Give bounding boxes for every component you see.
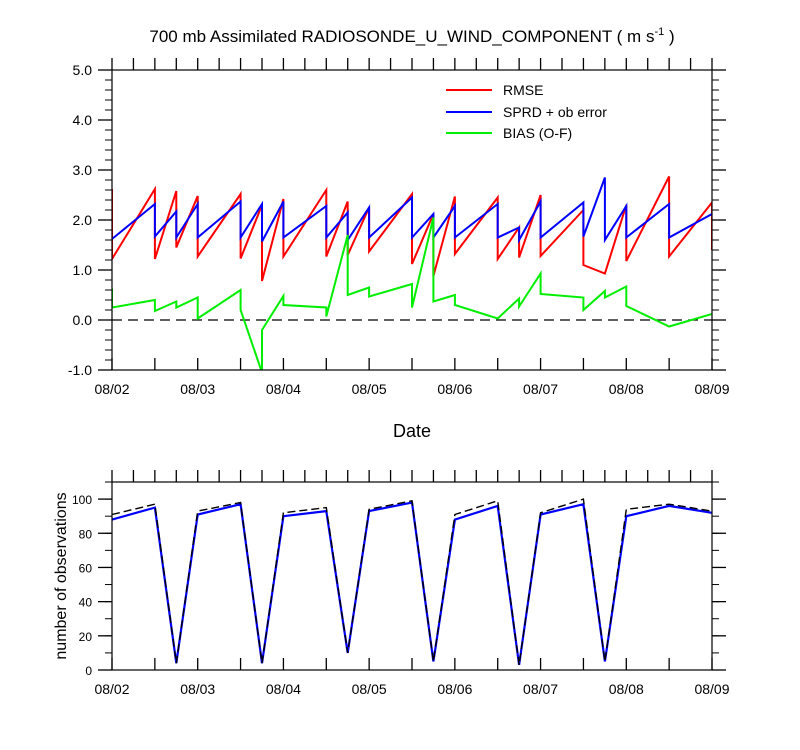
x-tick-label: 08/07 [523, 681, 558, 697]
chart-title-text: 700 mb Assimilated RADIOSONDE_U_WIND_COM… [149, 27, 654, 46]
legend-label-bias: BIAS (O-F) [503, 125, 572, 141]
top-y-tick-labels: -1.0 0.0 1.0 2.0 3.0 4.0 5.0 [68, 62, 92, 378]
series-line-sprd-ob-error [112, 177, 712, 244]
y-tick-label: 0.0 [73, 312, 93, 328]
y-tick-label: 2.0 [73, 212, 93, 228]
x-tick-label: 08/08 [609, 381, 644, 397]
y-tick-label: 80 [79, 527, 93, 541]
bottom-y-tick-labels: 0 20 40 60 80 100 [72, 493, 92, 678]
x-tick-label: 08/03 [180, 381, 215, 397]
top-plot-frame [111, 69, 713, 371]
bottom-series-group [111, 498, 713, 666]
y-tick-label: -1.0 [68, 362, 92, 378]
x-tick-label: 08/06 [437, 381, 472, 397]
x-tick-label: 08/06 [437, 681, 472, 697]
series-line-bias-o-f [112, 217, 712, 370]
x-tick-label: 08/02 [94, 681, 129, 697]
x-tick-label: 08/09 [694, 681, 729, 697]
x-tick-label: 08/04 [266, 381, 301, 397]
x-tick-label: 08/05 [352, 381, 387, 397]
top-series-group [112, 176, 712, 370]
y-tick-label: 3.0 [73, 162, 93, 178]
chart-title: 700 mb Assimilated RADIOSONDE_U_WIND_COM… [149, 26, 674, 46]
bottom-x-tick-labels: 08/02 08/03 08/04 08/05 08/06 08/07 08/08 08/09 [94, 681, 729, 697]
x-tick-label: 08/08 [609, 681, 644, 697]
y-tick-label: 100 [72, 493, 92, 507]
bottom-panel-ticks [98, 470, 726, 671]
legend: RMSE SPRD + ob error BIAS (O-F) [446, 82, 607, 141]
y-tick-label: 20 [79, 630, 93, 644]
rmse-spread-bias-panel: -1.00.01.02.03.04.05.0 08/02 08/03 08/04 08… [68, 58, 730, 441]
y-tick-label: 40 [79, 596, 93, 610]
bottom-y-axis-label: number of observations [53, 492, 70, 659]
chart-title-unit-exponent: -1 [654, 26, 664, 38]
legend-label-rmse: RMSE [503, 82, 543, 98]
y-tick-label: 1.0 [73, 262, 93, 278]
y-tick-label: 0 [85, 664, 92, 678]
bottom-plot-frame [111, 481, 713, 671]
top-panel-ticks [98, 58, 726, 371]
series-line-possible-observations [111, 498, 713, 665]
y-tick-label: 5.0 [73, 62, 93, 78]
y-tick-label: 60 [79, 561, 93, 575]
series-line-assimilated-observations [111, 501, 713, 666]
legend-label-sprd: SPRD + ob error [503, 104, 607, 120]
x-tick-label: 08/04 [266, 681, 301, 697]
x-tick-label: 08/03 [180, 681, 215, 697]
x-tick-label: 08/07 [523, 381, 558, 397]
x-tick-label: 08/05 [352, 681, 387, 697]
x-tick-label: 08/09 [694, 381, 729, 397]
top-x-tick-labels: 08/02 08/03 08/04 08/05 08/06 08/07 08/08 08/09 [94, 381, 729, 397]
x-tick-label: 08/02 [94, 381, 129, 397]
top-x-axis-label: Date [393, 421, 431, 441]
y-tick-label: 4.0 [73, 112, 93, 128]
chart-title-close: ) [664, 27, 674, 46]
